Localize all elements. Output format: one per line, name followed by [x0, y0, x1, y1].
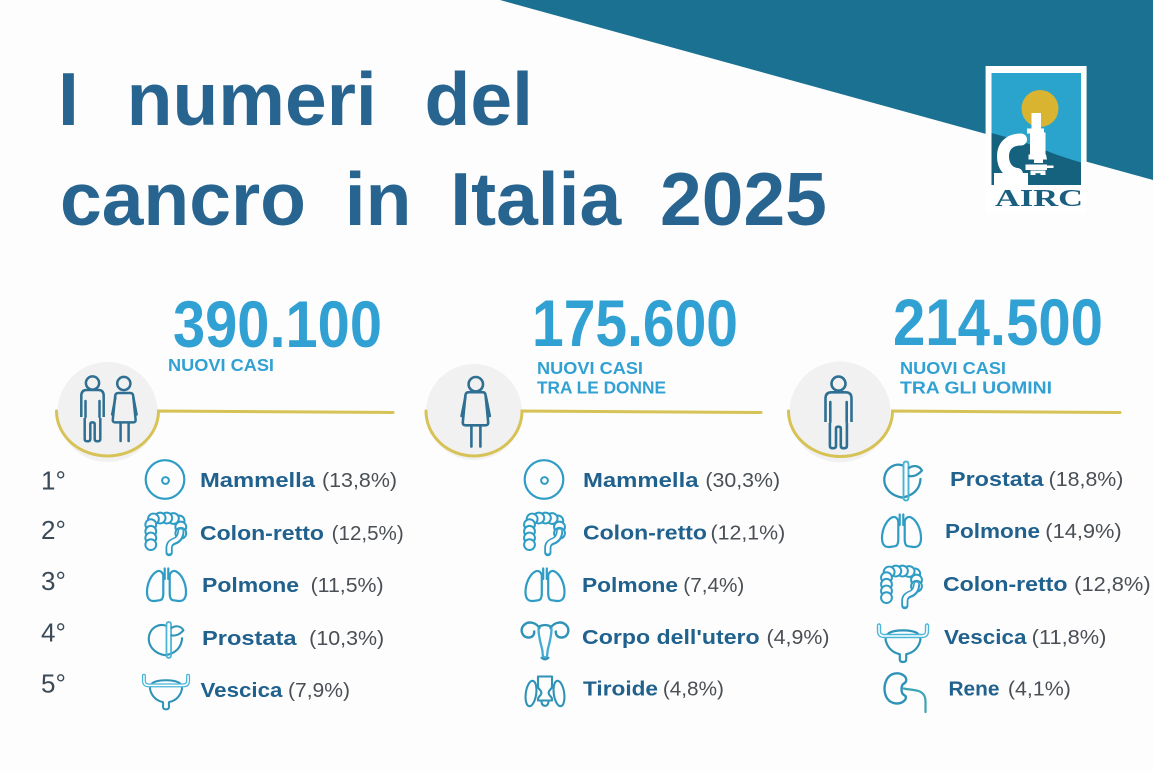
- svg-text:Colon-retto: Colon-retto: [583, 523, 707, 545]
- svg-text:Colon-retto: Colon-retto: [943, 574, 1068, 596]
- svg-text:Polmone: Polmone: [945, 521, 1040, 543]
- svg-text:214.500: 214.500: [893, 285, 1103, 359]
- svg-text:(13,8%): (13,8%): [322, 469, 397, 492]
- svg-text:Tiroide: Tiroide: [583, 679, 658, 701]
- svg-text:Rene: Rene: [949, 679, 1000, 701]
- svg-text:4°: 4°: [41, 618, 66, 648]
- svg-text:I numeri del: I numeri del: [58, 57, 533, 141]
- svg-text:Mammella: Mammella: [200, 470, 316, 492]
- svg-text:(12,5%): (12,5%): [332, 522, 404, 545]
- svg-text:Vescica: Vescica: [944, 627, 1027, 649]
- svg-text:(4,8%): (4,8%): [663, 678, 724, 701]
- svg-text:(4,9%): (4,9%): [767, 626, 830, 649]
- svg-text:cancro in Italia 2025: cancro in Italia 2025: [60, 157, 827, 241]
- svg-text:(4,1%): (4,1%): [1008, 678, 1071, 701]
- svg-text:Mammella: Mammella: [583, 470, 700, 492]
- svg-text:5°: 5°: [41, 669, 66, 699]
- svg-text:(11,5%): (11,5%): [311, 574, 384, 597]
- svg-text:TRA LE DONNE: TRA LE DONNE: [537, 378, 666, 398]
- svg-text:(18,8%): (18,8%): [1049, 468, 1124, 491]
- svg-text:Prostata: Prostata: [202, 628, 298, 650]
- svg-text:NUOVI CASI: NUOVI CASI: [168, 355, 274, 375]
- svg-text:(14,9%): (14,9%): [1045, 520, 1121, 543]
- svg-text:Corpo dell'utero: Corpo dell'utero: [582, 627, 760, 649]
- svg-text:175.600: 175.600: [532, 286, 738, 360]
- svg-text:(10,3%): (10,3%): [309, 627, 384, 650]
- svg-text:(30,3%): (30,3%): [705, 469, 780, 492]
- svg-text:(11,8%): (11,8%): [1032, 626, 1107, 649]
- svg-text:NUOVI CASI: NUOVI CASI: [537, 358, 643, 378]
- svg-text:TRA GLI UOMINI: TRA GLI UOMINI: [900, 378, 1052, 398]
- svg-text:(12,8%): (12,8%): [1074, 573, 1150, 596]
- svg-text:(7,9%): (7,9%): [288, 679, 350, 702]
- svg-text:3°: 3°: [41, 566, 66, 596]
- svg-text:AIRC: AIRC: [995, 185, 1083, 212]
- svg-text:Prostata: Prostata: [950, 469, 1045, 491]
- svg-text:390.100: 390.100: [173, 287, 382, 361]
- svg-text:Polmone: Polmone: [582, 575, 678, 597]
- svg-text:NUOVI CASI: NUOVI CASI: [900, 358, 1006, 378]
- svg-text:2°: 2°: [41, 515, 66, 545]
- svg-text:Polmone: Polmone: [202, 575, 299, 597]
- svg-text:Vescica: Vescica: [201, 680, 284, 702]
- svg-text:Colon-retto: Colon-retto: [200, 523, 324, 545]
- svg-text:(12,1%): (12,1%): [711, 522, 786, 545]
- svg-text:1°: 1°: [41, 466, 66, 496]
- svg-text:(7,4%): (7,4%): [683, 574, 744, 597]
